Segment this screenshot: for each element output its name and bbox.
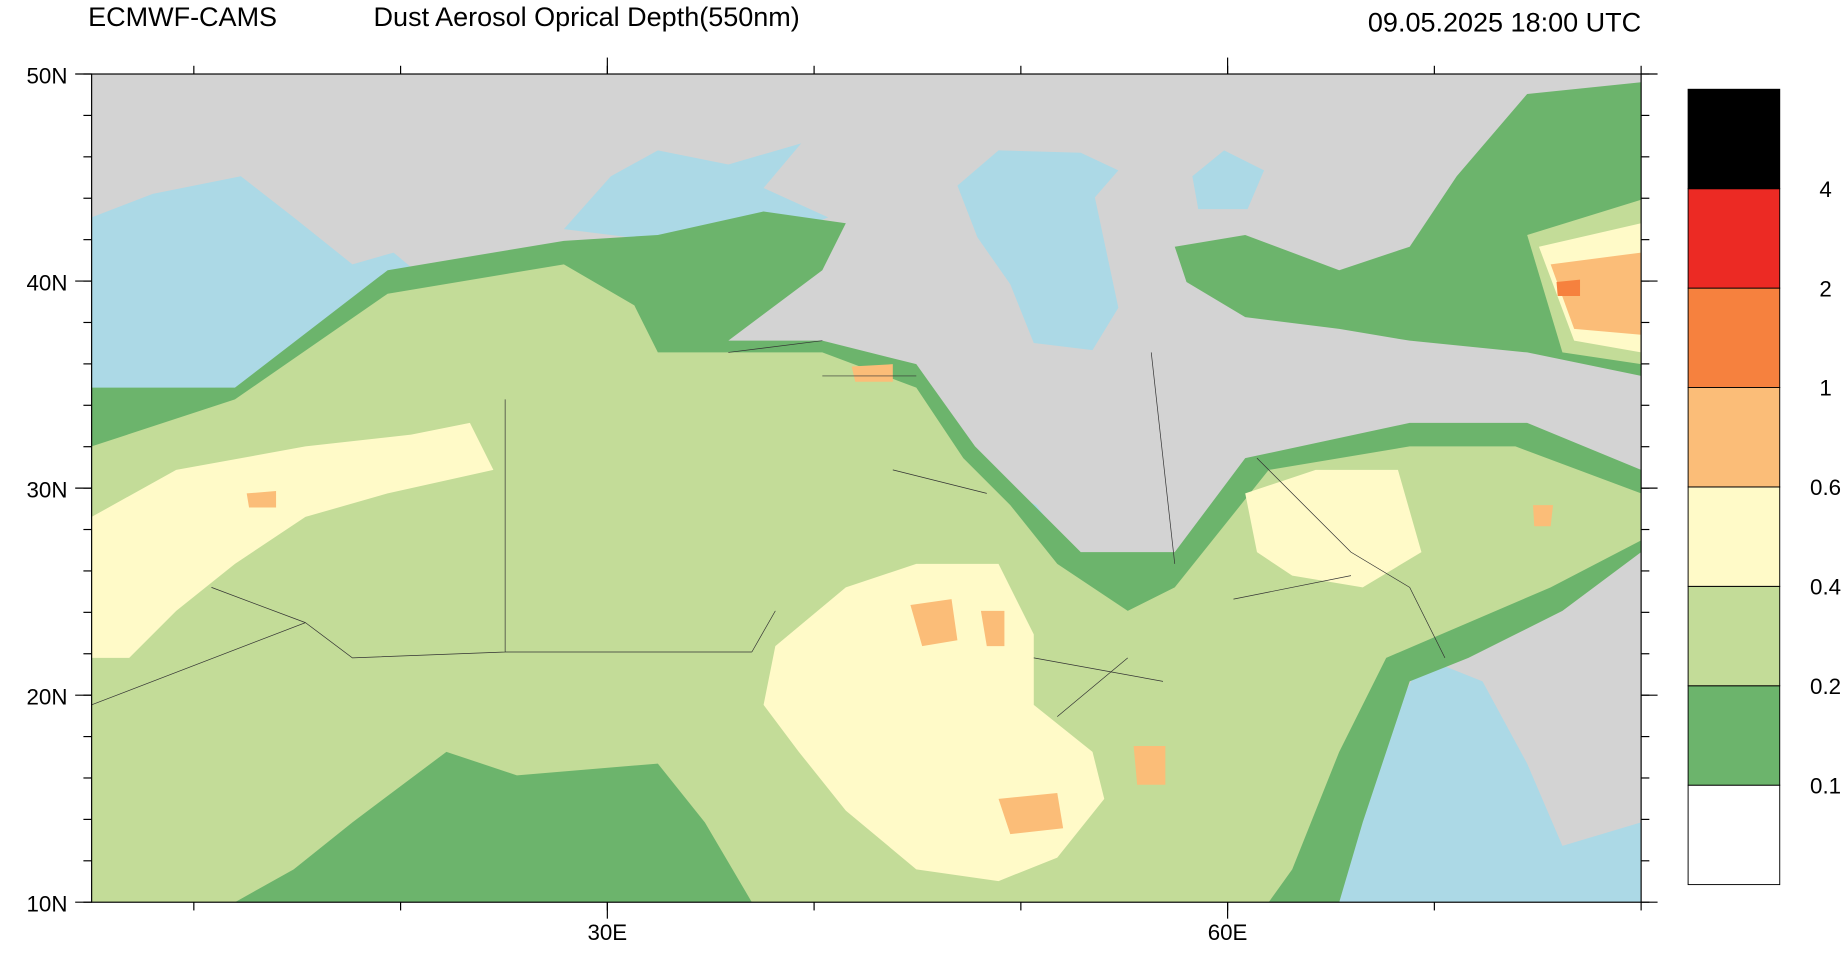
colorbar-bin bbox=[1687, 387, 1781, 488]
colorbar-label: 0.1 bbox=[1810, 773, 1841, 798]
valid-time: 09.05.2025 18:00 UTC bbox=[1368, 8, 1641, 38]
longitude-label: 30E bbox=[587, 920, 627, 945]
colorbar-label: 0.6 bbox=[1810, 475, 1841, 500]
latitude-label: 50N bbox=[27, 63, 68, 88]
latitude-label: 10N bbox=[27, 892, 68, 917]
colorbar-bin bbox=[1687, 88, 1781, 190]
colorbar: 0.1 0.2 0.4 0.6 1 2 4 bbox=[1687, 88, 1841, 886]
colorbar-label: 0.4 bbox=[1810, 575, 1841, 600]
latitude-label: 40N bbox=[27, 270, 68, 295]
colorbar-label: 1 bbox=[1819, 376, 1831, 401]
colorbar-bin bbox=[1687, 585, 1781, 687]
longitude-label: 60E bbox=[1208, 920, 1248, 945]
colorbar-bin bbox=[1687, 188, 1781, 289]
colorbar-bin bbox=[1687, 486, 1781, 587]
latitude-ticks: 50N 40N 30N 20N 10N bbox=[27, 63, 1658, 917]
colorbar-bin bbox=[1687, 784, 1781, 886]
colorbar-label: 0.2 bbox=[1810, 674, 1841, 699]
latitude-label: 30N bbox=[27, 478, 68, 503]
product-name: Dust Aerosol Oprical Depth(550nm) bbox=[374, 2, 800, 32]
longitude-ticks: 30E 60E bbox=[193, 57, 1642, 945]
latitude-label: 20N bbox=[27, 685, 68, 710]
country-borders bbox=[91, 340, 1446, 717]
colorbar-bin bbox=[1687, 287, 1781, 388]
model-name: ECMWF-CAMS bbox=[88, 2, 277, 32]
colorbar-label: 2 bbox=[1819, 276, 1831, 301]
dust-shading bbox=[91, 82, 1642, 903]
colorbar-bin bbox=[1687, 685, 1781, 786]
colorbar-label: 4 bbox=[1819, 177, 1831, 202]
map bbox=[91, 74, 1642, 903]
